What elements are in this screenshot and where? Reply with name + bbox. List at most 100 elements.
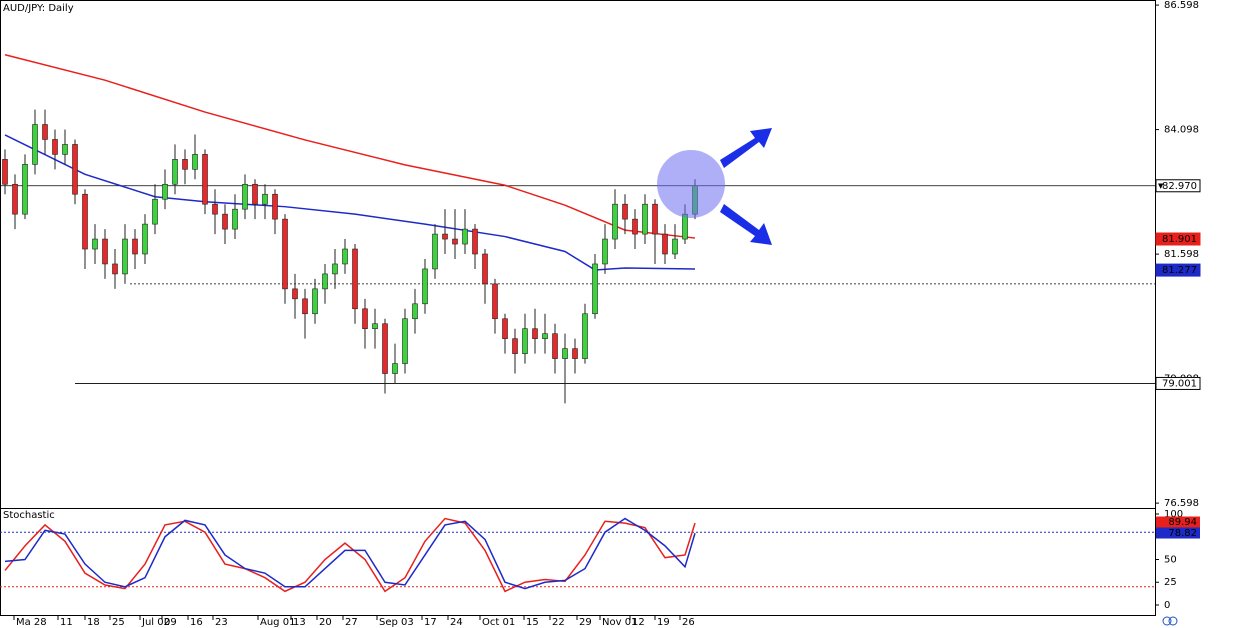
- footer-icon: [1162, 616, 1178, 626]
- candle-body: [22, 164, 28, 215]
- y-tick-label: 81.598: [1164, 249, 1199, 260]
- candle-body: [462, 228, 468, 245]
- x-tick-label: Oct 01: [482, 617, 515, 628]
- title-bg: [1, 1, 57, 13]
- candle-body: [532, 328, 538, 339]
- candle-body: [372, 323, 378, 330]
- price-tag: [1155, 376, 1201, 390]
- candle-body: [332, 263, 338, 275]
- candle-body: [142, 223, 148, 255]
- candle-body: [602, 238, 608, 265]
- candle-body: [292, 288, 298, 300]
- x-tick-label: 15: [526, 617, 539, 628]
- x-tick-label: 19: [657, 617, 670, 628]
- price-tag-label: 82.970: [1162, 181, 1197, 192]
- arrow-down: [720, 204, 772, 245]
- stoch-title-bg: [1, 509, 41, 521]
- x-tick-label: 13: [293, 617, 306, 628]
- candle-body: [262, 193, 268, 205]
- price-tag: [1155, 232, 1201, 246]
- candle-body: [382, 323, 388, 374]
- candle-body: [232, 208, 238, 230]
- candle-body: [482, 253, 488, 285]
- candle-body: [592, 263, 598, 315]
- candle-body: [572, 348, 578, 359]
- x-tick-label: 18: [87, 617, 100, 628]
- candle-body: [202, 154, 208, 205]
- candle-body: [312, 288, 318, 315]
- x-tick-label: 24: [450, 617, 463, 628]
- moving-average: [4, 134, 696, 271]
- candle-body: [162, 183, 168, 200]
- candle-body: [72, 144, 78, 195]
- price-tag-label: 79.001: [1162, 378, 1197, 389]
- candle-body: [472, 228, 478, 255]
- x-tick-label: 22: [552, 617, 565, 628]
- candle-body: [272, 193, 278, 220]
- x-tick-label: 09: [164, 617, 177, 628]
- price-tag-label: 81.277: [1162, 265, 1197, 276]
- x-tick-label: Ma 28: [16, 617, 47, 628]
- stoch-line: [4, 517, 696, 593]
- candle-body: [562, 348, 568, 359]
- candle-body: [582, 313, 588, 359]
- candle-body: [362, 308, 368, 330]
- candle-body: [222, 213, 228, 230]
- candle-body: [282, 218, 288, 290]
- candle-body: [542, 333, 548, 339]
- candle-body: [322, 273, 328, 290]
- x-tick-label: 20: [319, 617, 332, 628]
- candle-body: [52, 139, 58, 155]
- highlight-circle: [657, 150, 725, 218]
- x-tick-label: 11: [60, 617, 73, 628]
- candle-body: [632, 218, 638, 235]
- stoch-tag: [1156, 516, 1200, 528]
- stoch-tag-label: 89.94: [1168, 517, 1197, 528]
- y-tick-label: 100: [1164, 509, 1183, 520]
- candle-body: [682, 213, 688, 240]
- price-tag: [1155, 179, 1201, 193]
- candle-body: [212, 203, 218, 215]
- candle-body: [422, 268, 428, 305]
- price-panel: [0, 0, 1156, 509]
- candle-body: [182, 159, 188, 170]
- candle-body: [302, 298, 308, 315]
- y-tick-label: 86.598: [1164, 0, 1199, 11]
- candle-body: [662, 233, 668, 255]
- x-tick-label: 26: [682, 617, 695, 628]
- candle-body: [452, 238, 458, 245]
- candle-body: [512, 338, 518, 354]
- stoch-title: Stochastic: [3, 510, 55, 521]
- x-tick-label: 23: [215, 617, 228, 628]
- candle-body: [672, 238, 678, 255]
- x-tick-label: 17: [424, 617, 437, 628]
- x-tick-label: Sep 03: [379, 617, 414, 628]
- x-tick-label: 12: [632, 617, 645, 628]
- candle-body: [192, 154, 198, 170]
- candle-body: [392, 363, 398, 374]
- candle-body: [402, 318, 408, 364]
- candle-body: [432, 233, 438, 270]
- candle-body: [652, 203, 658, 235]
- candle-body: [342, 248, 348, 265]
- moving-average: [4, 54, 696, 239]
- candle-body: [92, 238, 98, 250]
- y-tick-label: 84.098: [1164, 125, 1199, 136]
- price-tag: [1155, 263, 1201, 277]
- candle-body: [82, 193, 88, 250]
- stoch-tag: [1156, 527, 1200, 539]
- candle-body: [42, 124, 48, 140]
- candle-body: [352, 248, 358, 310]
- candle-body: [12, 183, 18, 215]
- candle-body: [32, 124, 38, 165]
- candle-body: [242, 183, 248, 210]
- stoch-tag-label: 78.82: [1168, 528, 1197, 539]
- arrow-up: [720, 128, 772, 168]
- y-tick-label: 0: [1164, 600, 1170, 611]
- candle-body: [172, 159, 178, 185]
- candle-body: [62, 144, 68, 155]
- candle-body: [622, 203, 628, 220]
- candle-body: [642, 203, 648, 235]
- y-tick-label: 50: [1164, 554, 1177, 565]
- stoch-line: [4, 517, 696, 590]
